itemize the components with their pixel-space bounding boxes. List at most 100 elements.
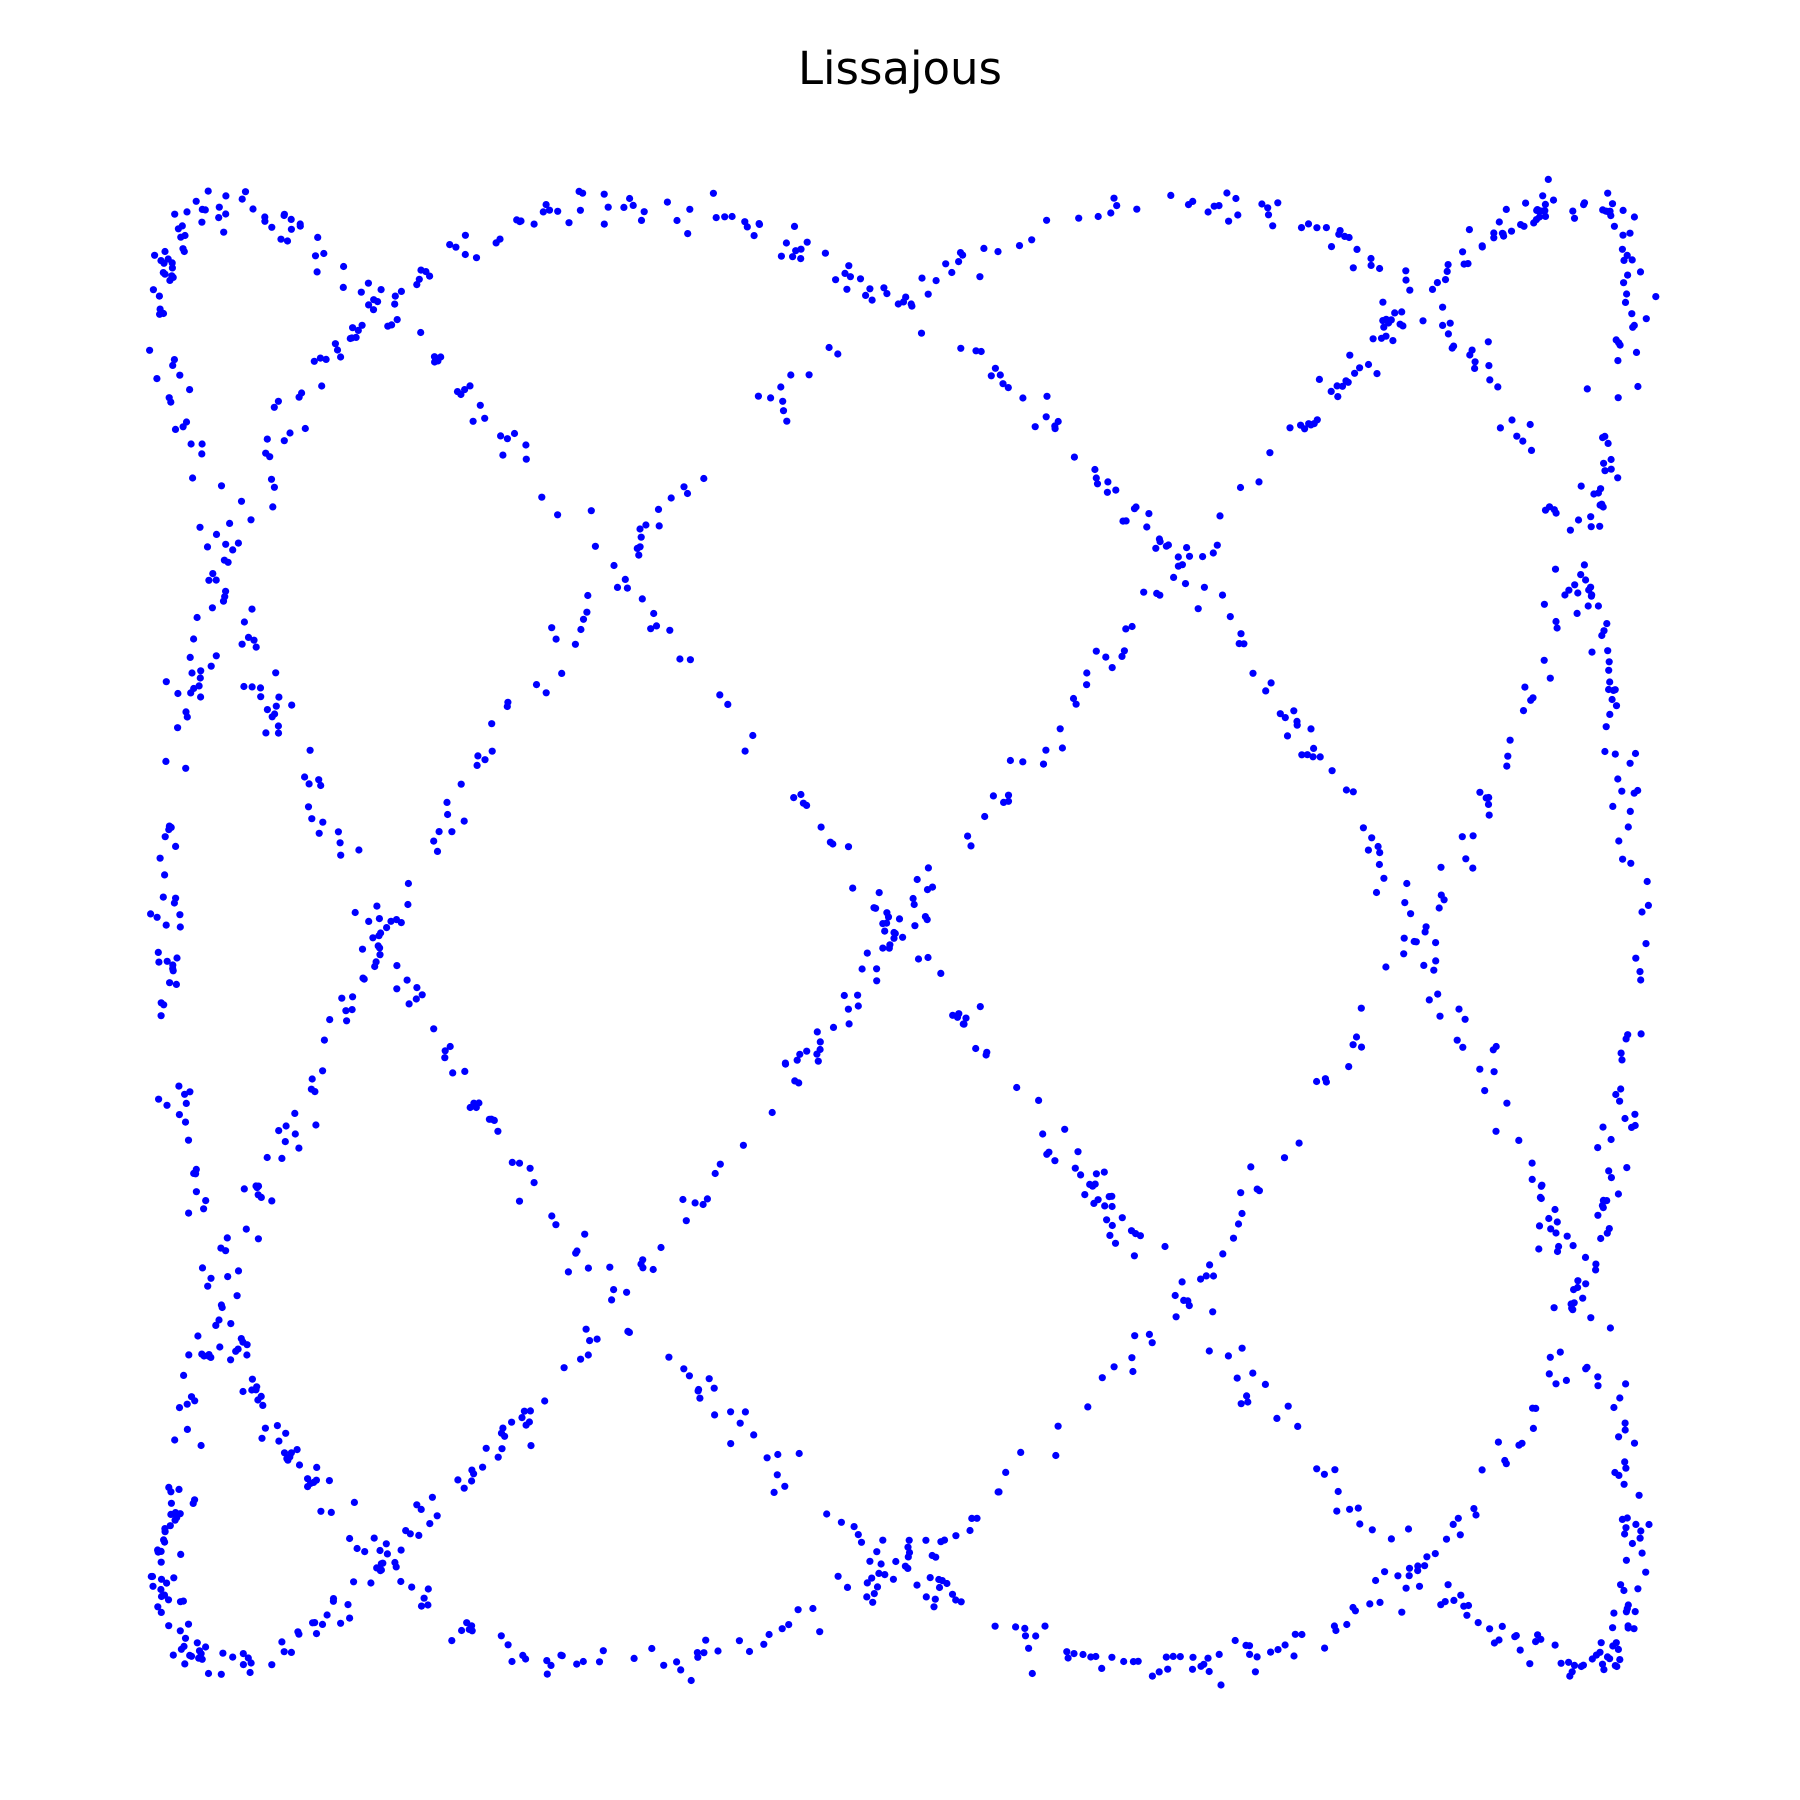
data-point: [1574, 1277, 1582, 1285]
data-point: [948, 268, 956, 277]
data-point: [863, 949, 871, 957]
data-point: [308, 1075, 316, 1083]
data-point: [184, 1620, 193, 1628]
data-point: [712, 214, 720, 222]
data-point: [880, 284, 888, 292]
data-point: [1630, 213, 1638, 221]
data-point: [844, 1005, 853, 1013]
data-point: [162, 757, 170, 766]
data-point: [741, 747, 749, 755]
data-point: [515, 1197, 524, 1205]
data-point: [1238, 1209, 1246, 1218]
data-point: [809, 1604, 817, 1613]
data-point: [360, 975, 368, 983]
data-point: [1598, 631, 1606, 640]
data-point: [1624, 271, 1632, 279]
data-point: [222, 587, 230, 595]
data-point: [1015, 242, 1024, 250]
data-point: [768, 1108, 776, 1117]
data-point: [773, 1471, 781, 1479]
data-point: [795, 1449, 803, 1458]
data-point: [926, 1574, 934, 1582]
data-point: [1621, 1426, 1629, 1434]
data-point: [1021, 1624, 1029, 1632]
data-point: [454, 1476, 462, 1484]
data-point: [190, 635, 198, 643]
data-point: [1133, 205, 1141, 213]
data-point: [1349, 788, 1357, 796]
data-point: [175, 1082, 183, 1090]
data-point: [346, 334, 354, 343]
data-point: [1443, 267, 1451, 275]
data-point: [1223, 189, 1231, 197]
data-point: [337, 1619, 345, 1627]
data-point: [1056, 725, 1064, 733]
data-point: [1627, 859, 1635, 867]
data-point: [408, 1583, 416, 1591]
data-point: [176, 1627, 184, 1635]
data-point: [1631, 1110, 1639, 1118]
data-point: [1043, 216, 1051, 224]
data-point: [320, 249, 328, 258]
data-point: [1041, 1622, 1049, 1630]
data-point: [420, 1594, 428, 1602]
data-point: [796, 1050, 804, 1058]
data-point: [955, 258, 963, 266]
data-point: [157, 1608, 165, 1616]
data-point: [247, 1659, 255, 1667]
data-point: [254, 1191, 262, 1199]
data-point: [261, 217, 269, 225]
data-point: [1280, 1154, 1289, 1162]
data-point: [1102, 653, 1110, 661]
data-point: [797, 255, 805, 263]
data-point: [1609, 802, 1617, 811]
data-point: [1234, 1220, 1243, 1228]
data-point: [1549, 196, 1558, 204]
data-point: [1101, 1202, 1109, 1210]
data-point: [1369, 335, 1377, 343]
data-point: [504, 698, 512, 706]
data-point: [1054, 417, 1062, 426]
data-point: [508, 1418, 516, 1426]
data-point: [1377, 334, 1386, 342]
data-point: [196, 674, 204, 682]
data-point: [1626, 759, 1634, 767]
data-point: [1313, 1465, 1321, 1473]
data-point: [579, 615, 588, 623]
data-point: [1439, 303, 1447, 311]
data-point: [1620, 279, 1628, 287]
data-point: [253, 1184, 261, 1192]
data-point: [543, 1670, 551, 1678]
data-point: [777, 383, 785, 391]
data-point: [433, 1512, 441, 1520]
data-point: [1162, 542, 1170, 550]
data-point: [1550, 1304, 1558, 1312]
data-point: [1372, 888, 1381, 897]
data-point: [663, 198, 672, 206]
data-point: [879, 944, 887, 952]
data-point: [755, 220, 763, 228]
data-point: [286, 429, 294, 437]
data-point: [928, 883, 937, 891]
data-point: [207, 1274, 215, 1282]
data-point: [200, 1205, 208, 1213]
data-point: [161, 247, 169, 256]
data-point: [1087, 1653, 1095, 1661]
data-point: [1597, 1639, 1605, 1647]
data-point: [466, 382, 474, 390]
data-point: [1170, 573, 1178, 582]
data-point: [1398, 308, 1406, 316]
data-point: [1357, 1043, 1366, 1051]
data-point: [457, 780, 465, 788]
data-point: [202, 1643, 210, 1651]
data-point: [1492, 1042, 1500, 1051]
data-point: [1574, 1283, 1582, 1292]
data-point: [183, 713, 191, 721]
data-point: [318, 382, 326, 390]
data-point: [212, 576, 220, 584]
data-point: [1266, 449, 1274, 457]
data-point: [587, 507, 595, 515]
data-point: [1605, 666, 1613, 674]
data-point: [1621, 1114, 1629, 1123]
data-point: [767, 394, 775, 402]
